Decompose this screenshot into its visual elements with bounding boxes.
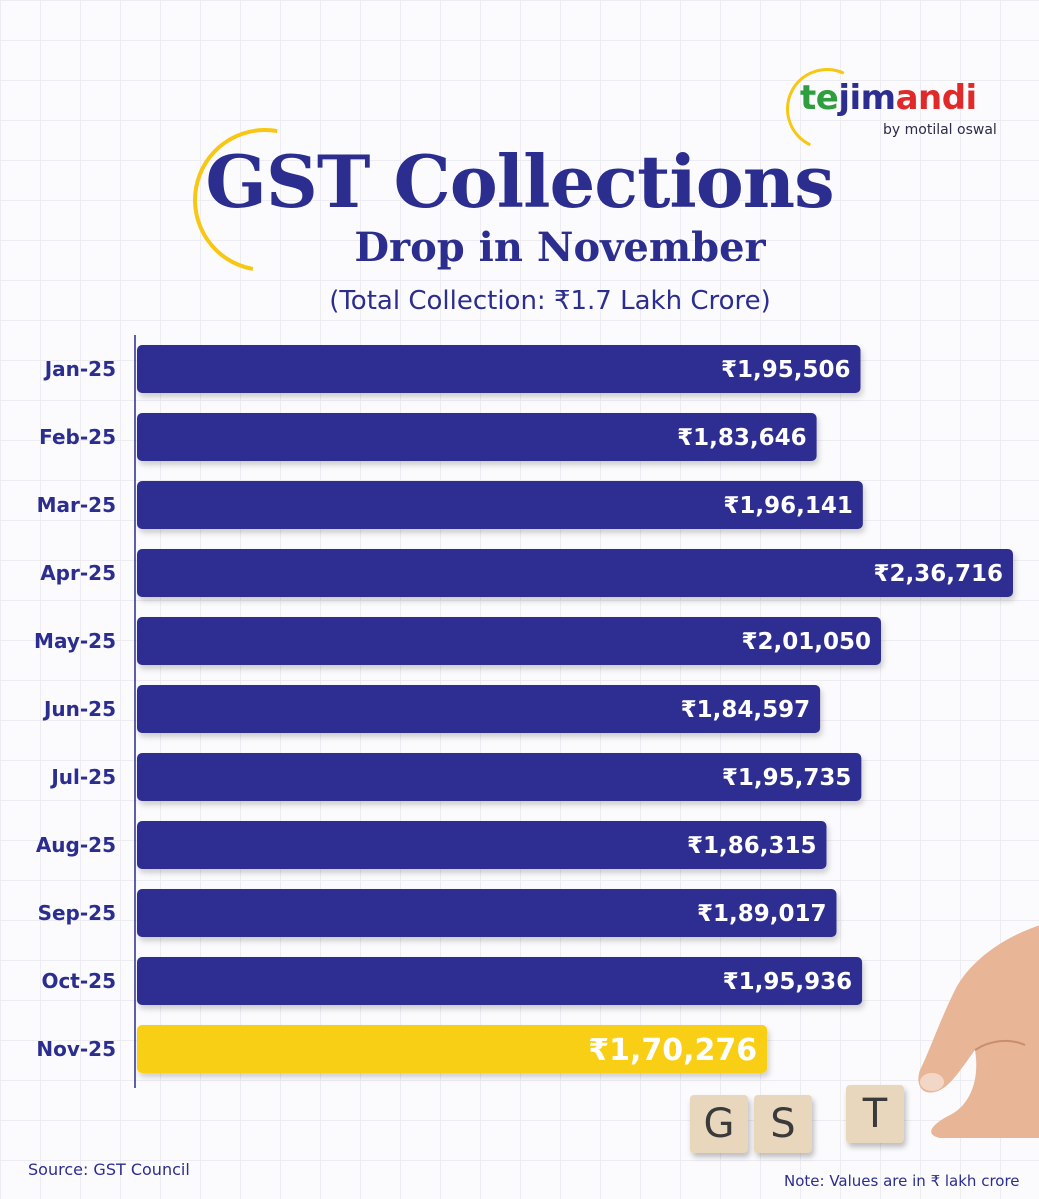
gst-tiles: G S T bbox=[690, 1085, 1020, 1165]
bar-apr-25 bbox=[137, 549, 1013, 597]
bar-sep-25 bbox=[137, 889, 837, 937]
bar-oct-25 bbox=[137, 957, 863, 1005]
chart-title: GST Collections bbox=[205, 139, 834, 224]
chart-subtitle: Drop in November bbox=[354, 224, 766, 271]
bar-value-label: ₹1,95,936 bbox=[723, 969, 853, 995]
bar-value-label: ₹1,89,017 bbox=[697, 901, 827, 927]
category-label: Jan-25 bbox=[43, 357, 116, 381]
bar-mar-25 bbox=[137, 481, 863, 529]
category-label: Oct-25 bbox=[41, 969, 116, 993]
total-collection-note: (Total Collection: ₹1.7 Lakh Crore) bbox=[329, 286, 771, 316]
category-label: Nov-25 bbox=[36, 1037, 116, 1061]
bar-aug-25 bbox=[137, 821, 827, 869]
tile-t: T bbox=[846, 1085, 904, 1143]
tile-s: S bbox=[754, 1095, 812, 1153]
bar-jul-25 bbox=[137, 753, 862, 801]
bar-may-25 bbox=[137, 617, 882, 665]
bar-nov-25 bbox=[137, 1025, 768, 1073]
logo-part-2: jim bbox=[838, 78, 896, 118]
source-note: Source: GST Council bbox=[28, 1160, 190, 1179]
bar-value-label: ₹1,95,735 bbox=[722, 765, 852, 791]
logo-part-1: te bbox=[800, 78, 839, 118]
bar-value-label: ₹1,95,506 bbox=[721, 357, 851, 383]
bar-value-label: ₹2,01,050 bbox=[742, 629, 872, 655]
bar-jun-25 bbox=[137, 685, 821, 733]
category-label: Aug-25 bbox=[36, 833, 116, 857]
logo-part-3: andi bbox=[895, 78, 978, 118]
bar-value-label: ₹1,83,646 bbox=[677, 425, 807, 451]
bar-value-label: ₹1,70,276 bbox=[588, 1033, 757, 1068]
tile-g: G bbox=[690, 1095, 748, 1153]
category-label: May-25 bbox=[34, 629, 116, 653]
units-note: Note: Values are in ₹ lakh crore bbox=[784, 1172, 1020, 1190]
hand-illustration bbox=[918, 925, 1039, 1138]
category-label: Apr-25 bbox=[40, 561, 116, 585]
bar-value-label: ₹1,96,141 bbox=[723, 493, 853, 519]
category-label: Jul-25 bbox=[49, 765, 116, 789]
logo-wordmark: tejimandi bbox=[800, 78, 977, 118]
bar-jan-25 bbox=[137, 345, 861, 393]
category-label: Sep-25 bbox=[38, 901, 116, 925]
category-label: Jun-25 bbox=[42, 697, 116, 721]
bar-feb-25 bbox=[137, 413, 817, 461]
logo-tagline: by motilal oswal bbox=[883, 122, 997, 138]
category-label: Feb-25 bbox=[39, 425, 116, 449]
bar-value-label: ₹1,84,597 bbox=[681, 697, 811, 723]
bar-value-label: ₹2,36,716 bbox=[874, 561, 1004, 587]
bar-value-label: ₹1,86,315 bbox=[687, 833, 817, 859]
category-label: Mar-25 bbox=[37, 493, 116, 517]
brand-logo: tejimandi by motilal oswal bbox=[774, 56, 1006, 162]
